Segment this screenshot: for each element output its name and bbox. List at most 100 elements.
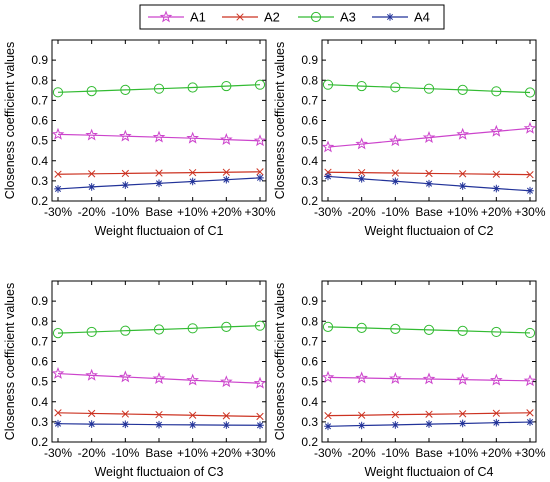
data-point [524,87,536,98]
series-a3 [52,320,266,339]
data-point [358,411,366,419]
data-point [120,325,131,336]
data-point [358,168,366,177]
data-point [54,170,62,178]
series-line [57,84,261,93]
data-point [253,376,267,389]
y-axis-label: Closeness coefficient values [273,42,287,200]
data-point [456,127,469,140]
data-point [121,410,129,418]
data-point [221,80,232,92]
subplots: 0.2 0.3 0.4 0.5 0.6 0.7 0.8 0.9 -30% -20% -10% Base… [3,39,546,479]
data-point [51,366,65,379]
x-tick-label: +30% [244,446,275,460]
data-point [459,170,467,178]
data-point [324,172,332,181]
data-point [85,128,98,141]
data-point [492,409,500,417]
data-point [153,324,165,335]
x-tick-label: -20% [78,446,106,460]
subplot-2: 0.2 0.3 0.4 0.5 0.6 0.7 0.8 0.9 -30% -20% -10% Base… [273,39,546,238]
data-point [187,82,198,93]
y-tick-label: 0.5 [31,134,48,148]
data-point [222,421,231,429]
series-a4 [324,418,534,431]
series-a3 [322,79,536,98]
data-point [425,410,433,418]
x-tick-label: -10% [381,205,409,219]
legend-marker [236,13,244,21]
x-tick-label: -20% [78,205,106,219]
y-tick-label: 0.8 [301,314,318,328]
data-point [119,370,132,383]
data-point [152,130,166,143]
x-tick-label: -30% [314,446,342,460]
x-tick-label: +20% [481,205,512,219]
data-point [189,168,197,177]
x-tick-label: -10% [111,205,139,219]
y-tick-label: 0.9 [31,53,48,67]
data-point [254,79,266,90]
x-tick-label: +10% [447,205,478,219]
x-tick-label: +20% [211,205,242,219]
x-tick-label: -20% [348,446,376,460]
legend-entry-a3: A3 [298,10,356,25]
data-point [222,175,231,184]
legend-marker [386,13,394,21]
y-tick-label: 0.4 [301,395,318,409]
legend: A1 A2 A3 A4 [139,4,445,30]
subplot-4: 0.2 0.3 0.4 0.5 0.6 0.7 0.8 0.9 -30% -20% -10% Base… [273,280,546,479]
data-point [526,170,534,179]
x-tick-label: +10% [177,446,208,460]
x-axis-label: Weight fluctuaion of C2 [364,224,493,238]
y-tick-label: 0.3 [301,174,318,188]
data-point [186,373,199,386]
data-point [526,418,534,426]
data-point [391,410,399,419]
data-point [457,325,468,337]
x-tick-label: +30% [244,205,275,219]
data-point [152,371,166,384]
x-tick-label: -30% [314,205,342,219]
data-point [86,326,97,338]
y-tick-label: 0.6 [301,114,318,128]
data-point [526,186,534,195]
x-axis-label: Weight fluctuaion of C3 [94,465,223,479]
series-a2 [324,409,534,420]
data-point [459,410,467,418]
series-a1 [321,370,537,387]
y-axis-label: Closeness coefficient values [273,283,287,441]
data-point [87,183,96,191]
x-tick-label: +20% [481,446,512,460]
data-point [52,87,64,98]
y-tick-label: 0.7 [301,334,318,348]
data-point [322,321,334,332]
data-point [356,80,367,92]
data-point [54,419,62,428]
data-point [526,409,534,417]
x-tick-label: +30% [514,446,545,460]
subplot-1: 0.2 0.3 0.4 0.5 0.6 0.7 0.8 0.9 -30% -20% -10% Base… [3,39,276,238]
data-point [220,133,233,145]
data-point [220,375,233,388]
data-point [523,121,537,134]
data-point [256,421,264,430]
y-tick-label: 0.4 [31,395,48,409]
data-point [425,420,433,428]
data-point [322,79,334,90]
y-tick-label: 0.8 [31,73,48,87]
data-point [188,177,197,186]
x-tick-label: Base [145,205,173,219]
data-point [389,371,402,384]
data-point [121,181,130,189]
data-point [188,421,197,429]
y-tick-label: 0.4 [301,154,318,168]
series-a4 [54,174,264,193]
x-tick-label: Base [145,446,173,460]
data-point [254,320,266,331]
subplot-3: 0.2 0.3 0.4 0.5 0.6 0.7 0.8 0.9 -30% -20% -10% Base… [3,280,276,479]
series-a3 [322,321,536,339]
data-point [458,182,467,190]
data-point [324,411,332,420]
